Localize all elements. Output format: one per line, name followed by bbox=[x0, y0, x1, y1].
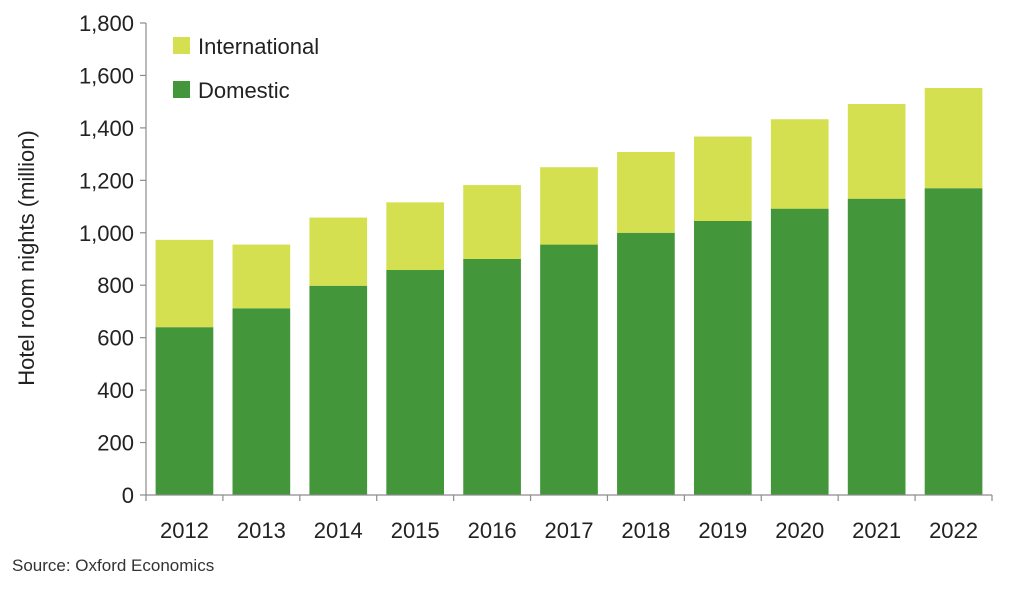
legend-swatch-international bbox=[173, 37, 190, 54]
y-tick-label: 1,200 bbox=[79, 168, 134, 193]
bar-international-2013 bbox=[232, 244, 291, 309]
x-tick-label-2017: 2017 bbox=[545, 518, 594, 543]
bar-domestic-2021 bbox=[847, 198, 906, 495]
bar-domestic-2013 bbox=[232, 308, 291, 495]
y-axis-title: Hotel room nights (million) bbox=[14, 130, 39, 386]
bar-international-2020 bbox=[770, 119, 829, 209]
y-tick-label: 200 bbox=[97, 431, 134, 456]
x-tick-label-2016: 2016 bbox=[468, 518, 517, 543]
bar-domestic-2020 bbox=[770, 208, 829, 495]
x-tick-label-2014: 2014 bbox=[314, 518, 363, 543]
x-tick-label-2018: 2018 bbox=[621, 518, 670, 543]
x-tick-label-2021: 2021 bbox=[852, 518, 901, 543]
x-tick-label-2020: 2020 bbox=[775, 518, 824, 543]
bar-domestic-2019 bbox=[693, 220, 752, 496]
x-tick-label-2022: 2022 bbox=[929, 518, 978, 543]
x-tick-labels: 2012 2013 2014 2015 2016 2017 2018 2019 2020 2021… bbox=[160, 518, 978, 543]
legend-swatch-domestic bbox=[173, 81, 190, 98]
y-tick-label: 800 bbox=[97, 273, 134, 298]
bar-international-2022 bbox=[924, 88, 983, 189]
x-tick-label-2019: 2019 bbox=[698, 518, 747, 543]
y-tick-labels: 0 200 400 600 800 1,000 1,200 1,400 1,600 1,800 bbox=[79, 11, 134, 508]
y-tick-label: 400 bbox=[97, 378, 134, 403]
bar-domestic-2022 bbox=[924, 188, 983, 495]
legend-label-domestic: Domestic bbox=[198, 78, 290, 103]
bar-international-2012 bbox=[155, 239, 214, 328]
bar-domestic-2017 bbox=[540, 244, 598, 495]
axes-group bbox=[140, 22, 993, 501]
x-tick-label-2015: 2015 bbox=[391, 518, 440, 543]
source-note: Source: Oxford Economics bbox=[12, 556, 215, 575]
bar-domestic-2015 bbox=[386, 270, 445, 495]
y-tick-label: 1,800 bbox=[79, 11, 134, 36]
bar-international-2015 bbox=[386, 202, 445, 271]
x-tick-label-2012: 2012 bbox=[160, 518, 209, 543]
bar-international-2018 bbox=[617, 152, 675, 233]
bars-group bbox=[155, 88, 983, 496]
bar-international-2019 bbox=[693, 136, 752, 221]
bar-international-2021 bbox=[847, 104, 906, 199]
y-tick-label: 0 bbox=[122, 483, 134, 508]
bar-domestic-2012 bbox=[155, 327, 214, 495]
bar-international-2014 bbox=[309, 217, 368, 286]
y-tick-label: 1,000 bbox=[79, 221, 134, 246]
legend: International Domestic bbox=[173, 34, 319, 103]
bar-international-2016 bbox=[463, 185, 521, 259]
bar-domestic-2018 bbox=[617, 232, 675, 495]
bar-domestic-2014 bbox=[309, 285, 368, 495]
bar-domestic-2016 bbox=[463, 259, 521, 495]
y-tick-label: 600 bbox=[97, 326, 134, 351]
x-tick-label-2013: 2013 bbox=[237, 518, 286, 543]
legend-label-international: International bbox=[198, 34, 319, 59]
y-tick-label: 1,600 bbox=[79, 63, 134, 88]
y-tick-label: 1,400 bbox=[79, 116, 134, 141]
bar-international-2017 bbox=[540, 167, 598, 245]
